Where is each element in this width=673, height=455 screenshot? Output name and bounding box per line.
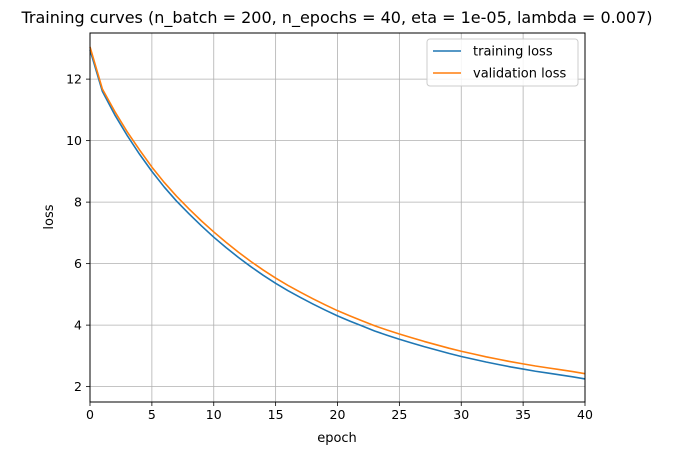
axis-ticks: 0 5 10 15 20 25 30 35 40 2 4 6 8 10 12 [66,72,593,422]
x-axis-label: epoch [317,431,357,446]
series-line-0 [89,49,586,380]
x-tick-label: 10 [206,407,222,422]
y-tick-label: 10 [66,133,82,148]
x-tick-label: 0 [86,407,94,422]
y-tick-label: 12 [66,72,82,87]
x-tick-label: 35 [515,407,531,422]
legend-label-1: validation loss [473,67,566,82]
x-tick-label: 20 [330,407,346,422]
x-tick-label: 15 [268,407,284,422]
y-tick-label: 6 [74,256,82,271]
x-tick-label: 30 [453,407,469,422]
series-line-1 [89,46,586,375]
x-tick-label: 25 [391,407,407,422]
series-lines [89,46,586,380]
legend-box [426,38,579,87]
chart-title: Training curves (n_batch = 200, n_epochs… [20,8,652,28]
legend-label-0: training loss [473,45,553,60]
x-tick-label: 5 [148,407,156,422]
legend: training loss validation loss [426,38,579,87]
y-tick-label: 8 [74,195,82,210]
y-tick-label: 2 [74,379,82,394]
y-axis-label: loss [42,204,57,229]
y-tick-label: 4 [74,318,82,333]
x-tick-label: 40 [577,407,593,422]
